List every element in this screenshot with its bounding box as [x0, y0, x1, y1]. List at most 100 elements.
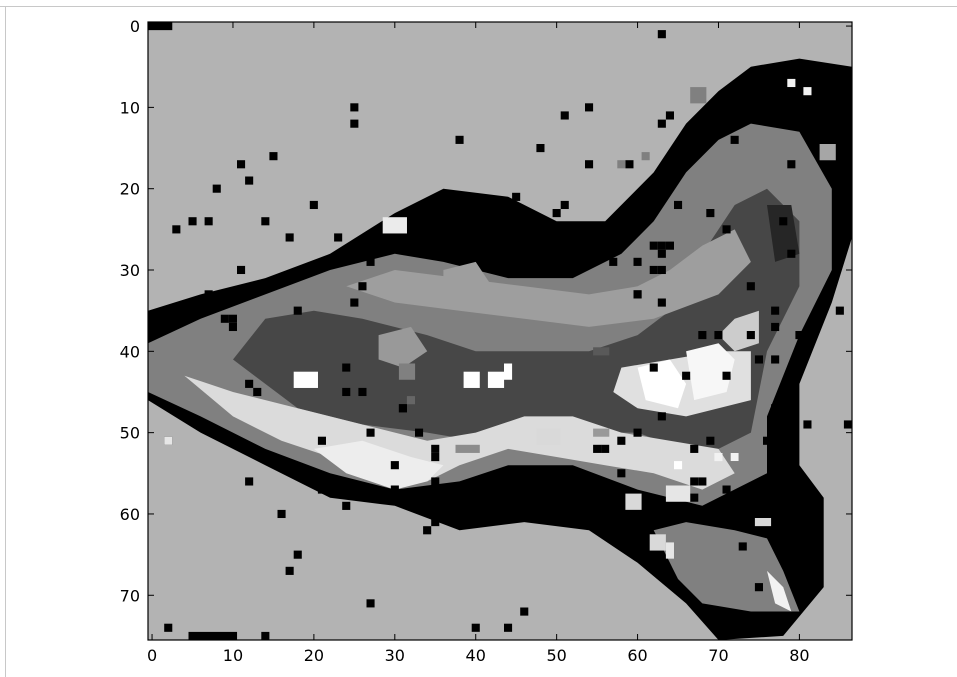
- noise-pixel: [665, 111, 674, 120]
- noise-pixel: [754, 583, 763, 592]
- noise-pixel: [220, 314, 229, 323]
- noise-pixel: [245, 176, 254, 185]
- noise-pixel: [682, 371, 691, 380]
- noise-pixel: [601, 501, 610, 510]
- region-belly-5: [184, 375, 735, 490]
- noise-pixel: [625, 160, 634, 169]
- noise-pixel: [657, 249, 666, 258]
- noise-pixel: [795, 331, 804, 340]
- noise-pixel: [366, 599, 375, 608]
- noise-pixel: [722, 485, 731, 494]
- noise-pixel: [754, 355, 763, 364]
- noise-pixel: [787, 249, 796, 258]
- noise-pixel: [633, 290, 642, 299]
- y-tick-label: 70: [120, 586, 140, 605]
- noise-pixel: [431, 518, 440, 527]
- noise-pixel: [293, 306, 302, 315]
- x-axis: 0 10 20 30 40 50 60 70 80: [147, 22, 810, 665]
- noise-pixel: [212, 184, 221, 193]
- noise-pixel: [237, 160, 246, 169]
- noise-pixel: [237, 265, 246, 275]
- noise-pixel: [390, 485, 399, 494]
- noise-pixel: [293, 550, 302, 559]
- noise-pixel: [585, 160, 594, 169]
- noise-pixel: [560, 111, 569, 120]
- noise-pixel: [431, 444, 440, 453]
- noise-pixel: [423, 526, 432, 535]
- noise-pixel: [342, 387, 351, 397]
- noise-pixel: [617, 469, 626, 478]
- noise-pixel: [317, 485, 326, 494]
- noise-pixel: [657, 509, 666, 519]
- noise-pixel: [245, 477, 254, 486]
- noise-pixel: [690, 144, 699, 153]
- noise-pixel: [698, 331, 707, 340]
- noise-pixel: [317, 436, 326, 445]
- pixel-block: [730, 453, 739, 462]
- noise-pixel: [633, 257, 642, 266]
- noise-pixel: [706, 111, 715, 120]
- noise-pixel: [342, 501, 351, 510]
- region-fin-white-2-9: [686, 343, 735, 401]
- noise-pixel: [285, 233, 294, 242]
- noise-pixel: [431, 485, 440, 494]
- pixel-block: [754, 518, 772, 527]
- noise-pixel: [228, 322, 237, 332]
- noise-pixel: [625, 518, 634, 527]
- noise-pixel: [601, 444, 610, 453]
- noise-pixel: [835, 306, 844, 315]
- pixel-block: [690, 87, 707, 104]
- noise-pixel: [471, 623, 480, 632]
- noise-pixel: [771, 322, 780, 332]
- noise-pixel: [657, 566, 666, 575]
- noise-pixel: [722, 518, 731, 527]
- pixel-block: [665, 542, 674, 559]
- noise-pixel: [253, 387, 262, 397]
- noise-pixel: [657, 412, 666, 421]
- noise-pixel: [674, 200, 683, 210]
- noise-pixel: [350, 103, 359, 112]
- pixel-block: [455, 444, 480, 453]
- noise-pixel: [172, 225, 181, 234]
- noise-pixel: [771, 404, 780, 413]
- noise-pixel: [665, 241, 674, 250]
- noise-pixel: [228, 314, 237, 323]
- noise-pixel: [763, 436, 772, 445]
- pixel-block: [787, 78, 796, 88]
- x-tick-label: 40: [466, 646, 486, 665]
- noise-pixel: [722, 225, 731, 234]
- y-axis: 0 10 20 30 40 50 60 70: [120, 17, 852, 605]
- noise-pixel: [285, 566, 294, 575]
- heatmap-blocks: [148, 22, 836, 640]
- noise-pixel: [366, 257, 375, 266]
- x-tick-label: 70: [708, 646, 728, 665]
- noise-pixel: [657, 265, 666, 275]
- noise-pixel: [342, 363, 351, 372]
- noise-pixel: [803, 420, 812, 429]
- noise-pixel: [657, 298, 666, 307]
- noise-pixel: [423, 501, 432, 510]
- pixel-block: [261, 631, 270, 640]
- noise-pixel: [657, 119, 666, 128]
- x-tick-label: 10: [223, 646, 243, 665]
- heatmap-image: [148, 22, 852, 640]
- noise-pixel: [188, 217, 197, 226]
- plot-frame: [147, 21, 853, 641]
- noise-pixel: [455, 135, 464, 144]
- x-tick-label: 60: [627, 646, 647, 665]
- x-tick-label: 80: [789, 646, 809, 665]
- pixel-block: [625, 493, 642, 510]
- pixel-block: [164, 623, 173, 632]
- pixel-block: [819, 144, 836, 161]
- noise-pixel: [261, 217, 270, 226]
- pixel-block: [164, 436, 173, 445]
- noise-pixel: [803, 574, 812, 584]
- pixel-block: [593, 428, 610, 437]
- noise-pixel: [398, 404, 407, 413]
- noise-pixel: [843, 420, 852, 429]
- region-patch-mid-12: [378, 326, 428, 368]
- noise-pixel: [593, 444, 602, 453]
- noise-pixel: [706, 209, 715, 218]
- noise-pixel: [504, 623, 513, 632]
- noise-pixel: [496, 217, 505, 226]
